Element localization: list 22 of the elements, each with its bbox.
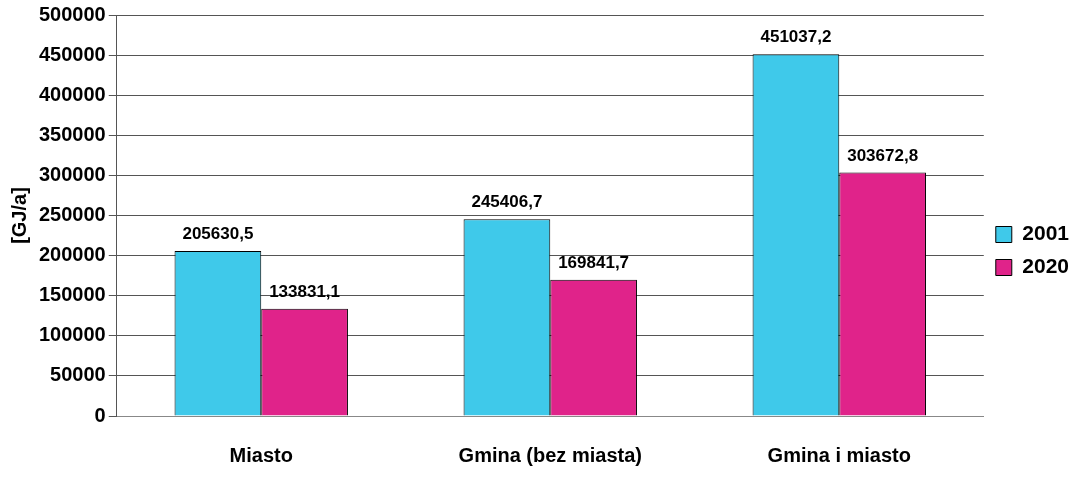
y-tick-label: 300000 (38, 162, 106, 185)
data-label: 451037,2 (760, 27, 832, 47)
y-tick-label: 450000 (38, 42, 106, 65)
data-label: 245406,7 (471, 192, 543, 212)
y-tick-label: 50000 (50, 363, 106, 386)
y-tick-label: 0 (94, 403, 106, 426)
y-tick-label: 250000 (38, 203, 106, 226)
legend-label: 2020 (1022, 254, 1069, 278)
x-tick-label: Gmina i miasto (767, 443, 911, 466)
data-label: 303672,8 (847, 145, 919, 165)
y-tick-label: 200000 (38, 243, 106, 266)
y-tick-label: 350000 (38, 122, 106, 145)
data-label: 169841,7 (558, 252, 630, 272)
y-tick-label: 400000 (38, 82, 106, 105)
x-tick-label: Gmina (bez miasta) (458, 443, 642, 466)
y-tick-label: 100000 (38, 323, 106, 346)
y-tick-label: 150000 (38, 283, 106, 306)
data-label: 205630,5 (182, 224, 254, 244)
y-tick-label: 500000 (38, 2, 106, 25)
legend-label: 2001 (1022, 221, 1070, 245)
x-tick-label: Miasto (229, 443, 293, 466)
y-axis-title: [GJ/a] (7, 187, 30, 244)
